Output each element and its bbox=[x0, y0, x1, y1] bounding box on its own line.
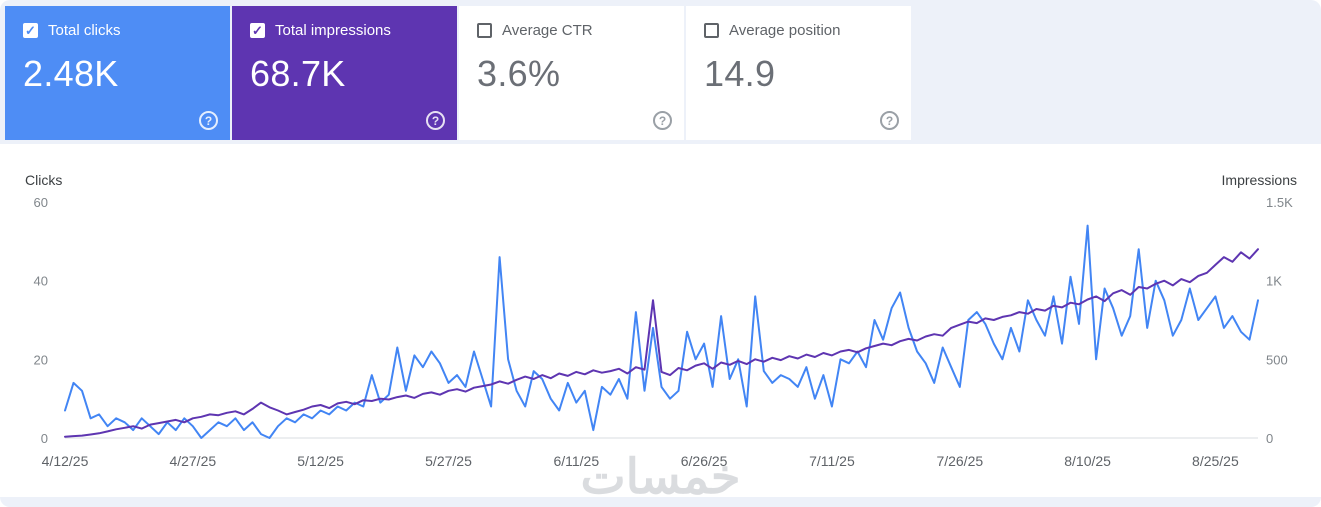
card-header: ✓ Average CTR bbox=[477, 22, 666, 39]
right-axis-tick-label: 1.5K bbox=[1266, 195, 1293, 210]
x-axis-tick-label: 5/12/25 bbox=[297, 453, 344, 469]
impressions-line bbox=[64, 248, 1259, 438]
average-position-checkbox[interactable]: ✓ bbox=[704, 23, 719, 38]
right-axis-tick-label: 1K bbox=[1266, 274, 1282, 289]
checkmark-icon: ✓ bbox=[252, 23, 263, 38]
x-axis-tick-label: 6/26/25 bbox=[681, 453, 728, 469]
x-axis-tick-label: 4/12/25 bbox=[42, 453, 89, 469]
help-icon[interactable]: ? bbox=[880, 111, 899, 130]
left-axis-tick-label: 60 bbox=[34, 195, 48, 210]
x-axis-tick-label: 7/26/25 bbox=[936, 453, 983, 469]
x-axis-tick-label: 7/11/25 bbox=[809, 453, 855, 469]
total-impressions-checkbox[interactable]: ✓ bbox=[250, 23, 265, 38]
right-axis-tick-label: 0 bbox=[1266, 431, 1273, 446]
metric-cards-row: ✓ Total clicks 2.48K ? ✓ Total impressio… bbox=[0, 0, 1321, 140]
card-value: 2.48K bbox=[23, 53, 119, 94]
left-axis-title: Clicks bbox=[25, 172, 63, 188]
x-axis-tick-label: 8/25/25 bbox=[1192, 453, 1239, 469]
metric-card-average-position[interactable]: ✓ Average position 14.9 ? bbox=[686, 6, 911, 140]
card-header: ✓ Total clicks bbox=[23, 22, 212, 39]
card-header: ✓ Average position bbox=[704, 22, 893, 39]
metric-card-average-ctr[interactable]: ✓ Average CTR 3.6% ? bbox=[459, 6, 684, 140]
card-label: Total impressions bbox=[275, 22, 391, 39]
help-icon[interactable]: ? bbox=[653, 111, 672, 130]
help-icon[interactable]: ? bbox=[426, 111, 445, 130]
average-ctr-checkbox[interactable]: ✓ bbox=[477, 23, 492, 38]
x-axis-tick-label: 5/27/25 bbox=[425, 453, 472, 469]
x-axis-tick-label: 6/11/25 bbox=[553, 453, 599, 469]
right-axis-tick-label: 500 bbox=[1266, 352, 1288, 367]
card-value: 3.6% bbox=[477, 53, 561, 94]
card-label: Average position bbox=[729, 22, 841, 39]
right-axis-title: Impressions bbox=[1221, 172, 1297, 188]
metric-card-total-clicks[interactable]: ✓ Total clicks 2.48K ? bbox=[5, 6, 230, 140]
clicks-line bbox=[64, 224, 1259, 439]
x-axis-tick-label: 4/27/25 bbox=[169, 453, 216, 469]
total-clicks-checkbox[interactable]: ✓ bbox=[23, 23, 38, 38]
left-axis-tick-label: 20 bbox=[34, 352, 48, 367]
left-axis-tick-label: 40 bbox=[34, 274, 48, 289]
metric-card-total-impressions[interactable]: ✓ Total impressions 68.7K ? bbox=[232, 6, 457, 140]
left-axis-tick-label: 0 bbox=[41, 431, 48, 446]
performance-chart[interactable]: 0 20 40 60 0 500 1K 1.5K 4/12/25 4/27/25 5/12/25 5/… bbox=[0, 144, 1321, 497]
card-value: 14.9 bbox=[704, 53, 776, 94]
checkmark-icon: ✓ bbox=[25, 23, 36, 38]
card-label: Average CTR bbox=[502, 22, 593, 39]
help-icon[interactable]: ? bbox=[199, 111, 218, 130]
performance-chart-panel: Clicks Impressions خمسات 0 20 40 60 0 500 1K 1.… bbox=[0, 144, 1321, 504]
card-header: ✓ Total impressions bbox=[250, 22, 439, 39]
x-axis-tick-label: 8/10/25 bbox=[1064, 453, 1111, 469]
card-label: Total clicks bbox=[48, 22, 121, 39]
card-value: 68.7K bbox=[250, 53, 346, 94]
